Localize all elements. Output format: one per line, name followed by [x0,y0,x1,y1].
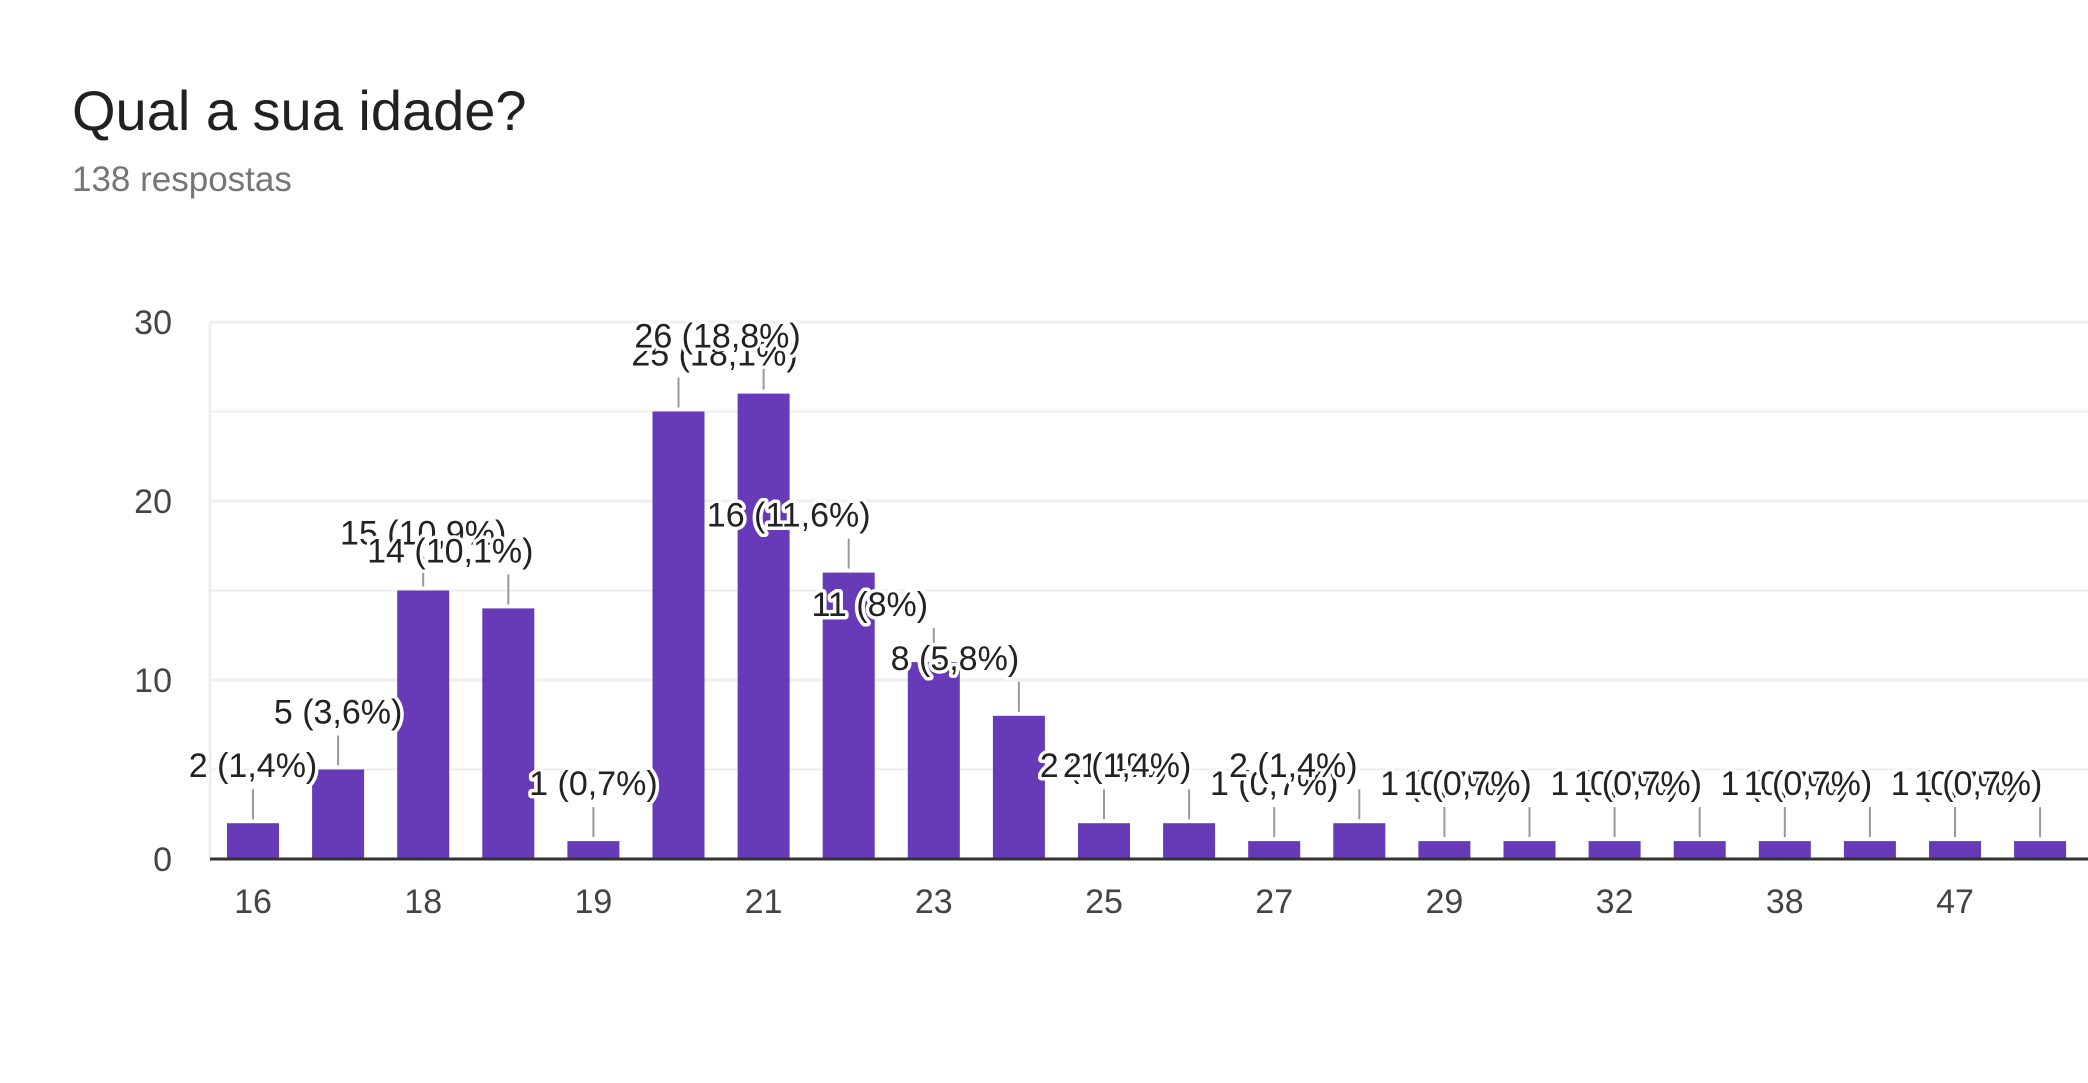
y-tick-label: 0 [153,841,172,879]
data-label: 1 (0,7%) [1550,765,1679,803]
bar [1248,841,1301,859]
bar [1758,841,1811,859]
x-tick-label: 23 [915,883,953,921]
x-tick-label: 27 [1255,883,1293,921]
bar [1843,841,1896,859]
bars [227,393,2067,859]
bar [312,769,365,859]
bar [652,411,705,859]
data-label: 1 (0,7%) [529,765,658,803]
data-label: 1 (0,7%) [1573,765,1702,803]
bar [1333,823,1386,859]
data-label: 26 (18,8%) [634,318,800,356]
bar [227,823,279,859]
bar [992,715,1045,859]
data-label: 25 (18,1%) [631,336,797,374]
data-label: 1 (0,7%) [1744,765,1873,803]
bar [1418,841,1471,859]
y-tick-label: 30 [134,304,172,342]
bar [907,662,960,859]
bar [737,393,790,859]
x-tick-label: 18 [404,883,442,921]
x-tick-label: 16 [234,883,272,921]
y-tick-label: 10 [134,662,172,700]
x-tick-label: 38 [1766,883,1804,921]
data-label: 1 (0,7%) [1210,765,1339,803]
data-label: 5 (3,6%) [274,694,403,732]
data-label: 16 (11,6%) [707,497,871,535]
data-label: 1 (0,7%) [1721,765,1850,803]
data-label: 2 (1,4%) [189,747,318,785]
data-label: 2 (1,4%) [1063,747,1192,785]
data-label: 8 (5,8%) [891,640,1020,678]
axes: 0 10 20 30 16 18 19 21 23 25 27 29 32 38 47 [134,304,2088,921]
bar [1503,841,1556,859]
data-label: 1 (0,7%) [1403,765,1532,803]
bar [1163,823,1216,859]
x-tick-label: 21 [745,883,783,921]
label-leaders [252,359,2042,838]
x-tick-label: 32 [1596,883,1634,921]
x-tick-label: 29 [1425,883,1463,921]
bar [482,608,535,859]
data-label: 15 (10,9%) [340,515,506,553]
bar [1078,823,1130,859]
bar [822,572,875,859]
data-label: 1 (0,7%) [1891,765,2020,803]
data-label: 2 (1,4%) [1229,747,1358,785]
bar [1588,841,1641,859]
data-label: 14 (10,1%) [367,532,533,570]
data-label: 1 (0,7%) [1914,765,2043,803]
response-count: 138 respostas [72,160,292,199]
bar [1929,841,1981,859]
x-tick-label: 19 [574,883,612,921]
data-label: 2 (1,4%) [1040,747,1169,785]
data-label: 1 (0,7%) [1380,765,1509,803]
data-label: 11 (8%) [812,586,929,624]
bar [1673,841,1726,859]
chart-title: Qual a sua idade? [72,79,527,142]
x-tick-label: 47 [1936,883,1974,921]
y-tick-label: 20 [134,483,172,521]
x-tick-label: 25 [1085,883,1123,921]
data-labels: 2 (1,4%) 5 (3,6%) 15 (10,9%)14 (10,1%) 1 (0… [185,314,2046,806]
bar [567,841,620,859]
bar [397,590,450,859]
bar [2014,841,2067,859]
